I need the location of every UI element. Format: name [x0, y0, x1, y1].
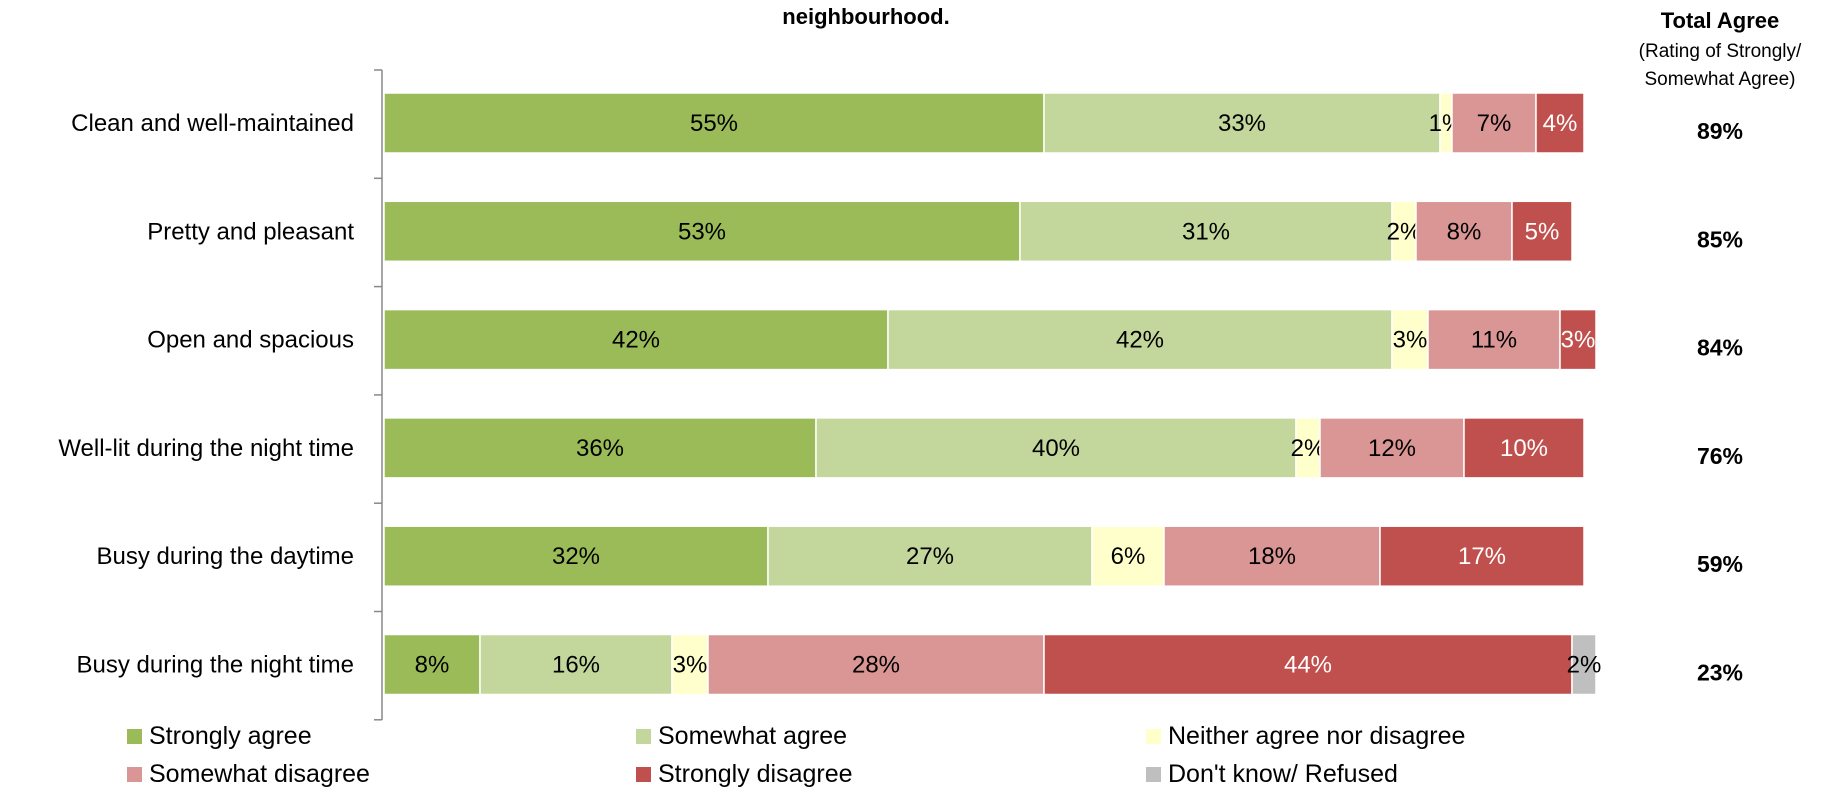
total-agree-value: 23% — [1697, 660, 1743, 686]
data-label: 4% — [1543, 110, 1578, 137]
bar-segment — [1463, 417, 1585, 479]
data-label: 18% — [1248, 543, 1296, 570]
category-label: Well-lit during the night time — [58, 435, 354, 462]
total-agree-subtitle-line-2: Somewhat Agree) — [1644, 69, 1795, 90]
total-agree-value: 85% — [1697, 226, 1743, 252]
bar-segment — [1559, 308, 1597, 371]
legend-swatch — [1146, 729, 1161, 744]
total-agree-value: 59% — [1697, 551, 1743, 577]
bar-segment — [815, 417, 1297, 479]
legend-label: Don't know/ Refused — [1168, 760, 1398, 788]
data-label: 8% — [1447, 218, 1482, 245]
data-label: 27% — [906, 543, 954, 570]
chart-title: neighbourhood. — [782, 4, 949, 29]
total-agree-subtitle-line-1: (Rating of Strongly/ — [1639, 41, 1802, 62]
bar-segment — [383, 633, 481, 696]
data-label: 3% — [1561, 327, 1596, 354]
data-label: 36% — [576, 435, 624, 462]
category-label: Busy during the night time — [77, 652, 355, 679]
bar-segment — [1091, 525, 1165, 587]
data-label: 44% — [1284, 652, 1332, 679]
legend-swatch — [127, 767, 142, 782]
data-label: 8% — [415, 652, 450, 679]
data-label: 31% — [1182, 218, 1230, 245]
legend-label: Somewhat disagree — [149, 760, 370, 788]
data-label: 42% — [1116, 327, 1164, 354]
bar-segment — [1043, 92, 1441, 154]
bar-segment — [1571, 633, 1597, 696]
data-label: 17% — [1458, 543, 1506, 570]
legend-label: Strongly disagree — [658, 760, 853, 788]
legend-label: Neither agree nor disagree — [1168, 722, 1465, 750]
category-label: Clean and well-maintained — [71, 110, 354, 137]
legend-swatch — [1146, 767, 1161, 782]
legend-label: Somewhat agree — [658, 722, 847, 750]
legend: Strongly agree Somewhat agree Neither agre… — [127, 722, 1465, 788]
data-label: 32% — [552, 543, 600, 570]
data-label: 6% — [1111, 543, 1146, 570]
legend-swatch — [636, 767, 651, 782]
bar-segment — [383, 308, 889, 371]
data-label: 53% — [678, 218, 726, 245]
category-labels-group: Clean and well-maintained Pretty and plea… — [58, 110, 354, 679]
data-label: 40% — [1032, 435, 1080, 462]
bar-segment — [1451, 92, 1537, 154]
total-agree-value: 89% — [1697, 118, 1743, 144]
data-label: 5% — [1525, 218, 1560, 245]
bar-segment — [1295, 417, 1321, 479]
bar-segment — [383, 417, 817, 479]
data-label: 33% — [1218, 110, 1266, 137]
data-label: 7% — [1477, 110, 1512, 137]
bar-segment — [1379, 525, 1585, 587]
bar-segment — [383, 525, 769, 587]
total-agree-header: Total Agree (Rating of Strongly/ Somewha… — [1639, 8, 1802, 90]
bar-segment — [1511, 200, 1573, 263]
bars-group: 55% 33% 1% 7% 4%53% 31% 2% 8% 5%42% 42% 3% 11% 3%36%… — [383, 92, 1602, 696]
data-label: 12% — [1368, 435, 1416, 462]
total-agree-values-group: 89% 85% 84% 76% 59% 23% — [1697, 118, 1743, 686]
legend-swatch — [636, 729, 651, 744]
data-label: 42% — [612, 327, 660, 354]
category-label: Pretty and pleasant — [147, 218, 354, 245]
bar-segment — [479, 633, 673, 696]
bar-segment — [707, 633, 1045, 696]
bar-segment — [1535, 92, 1585, 154]
total-agree-value: 76% — [1697, 443, 1743, 469]
bar-segment — [887, 308, 1393, 371]
total-agree-value: 84% — [1697, 335, 1743, 361]
data-label: 28% — [852, 652, 900, 679]
total-agree-title: Total Agree — [1661, 8, 1780, 33]
data-label: 10% — [1500, 435, 1548, 462]
data-label: 16% — [552, 652, 600, 679]
bar-segment — [1427, 308, 1561, 371]
category-label: Open and spacious — [147, 327, 354, 354]
data-label: 55% — [690, 110, 738, 137]
legend-swatch — [127, 729, 142, 744]
bar-segment — [1319, 417, 1465, 479]
data-label: 3% — [673, 652, 708, 679]
legend-label: Strongly agree — [149, 722, 312, 750]
data-label: 11% — [1471, 327, 1517, 354]
bar-segment — [1019, 200, 1393, 263]
bar-segment — [1415, 200, 1513, 263]
data-label: 3% — [1393, 327, 1428, 354]
category-label: Busy during the daytime — [97, 543, 354, 570]
bar-segment — [383, 200, 1021, 263]
data-label: 2% — [1567, 652, 1602, 679]
